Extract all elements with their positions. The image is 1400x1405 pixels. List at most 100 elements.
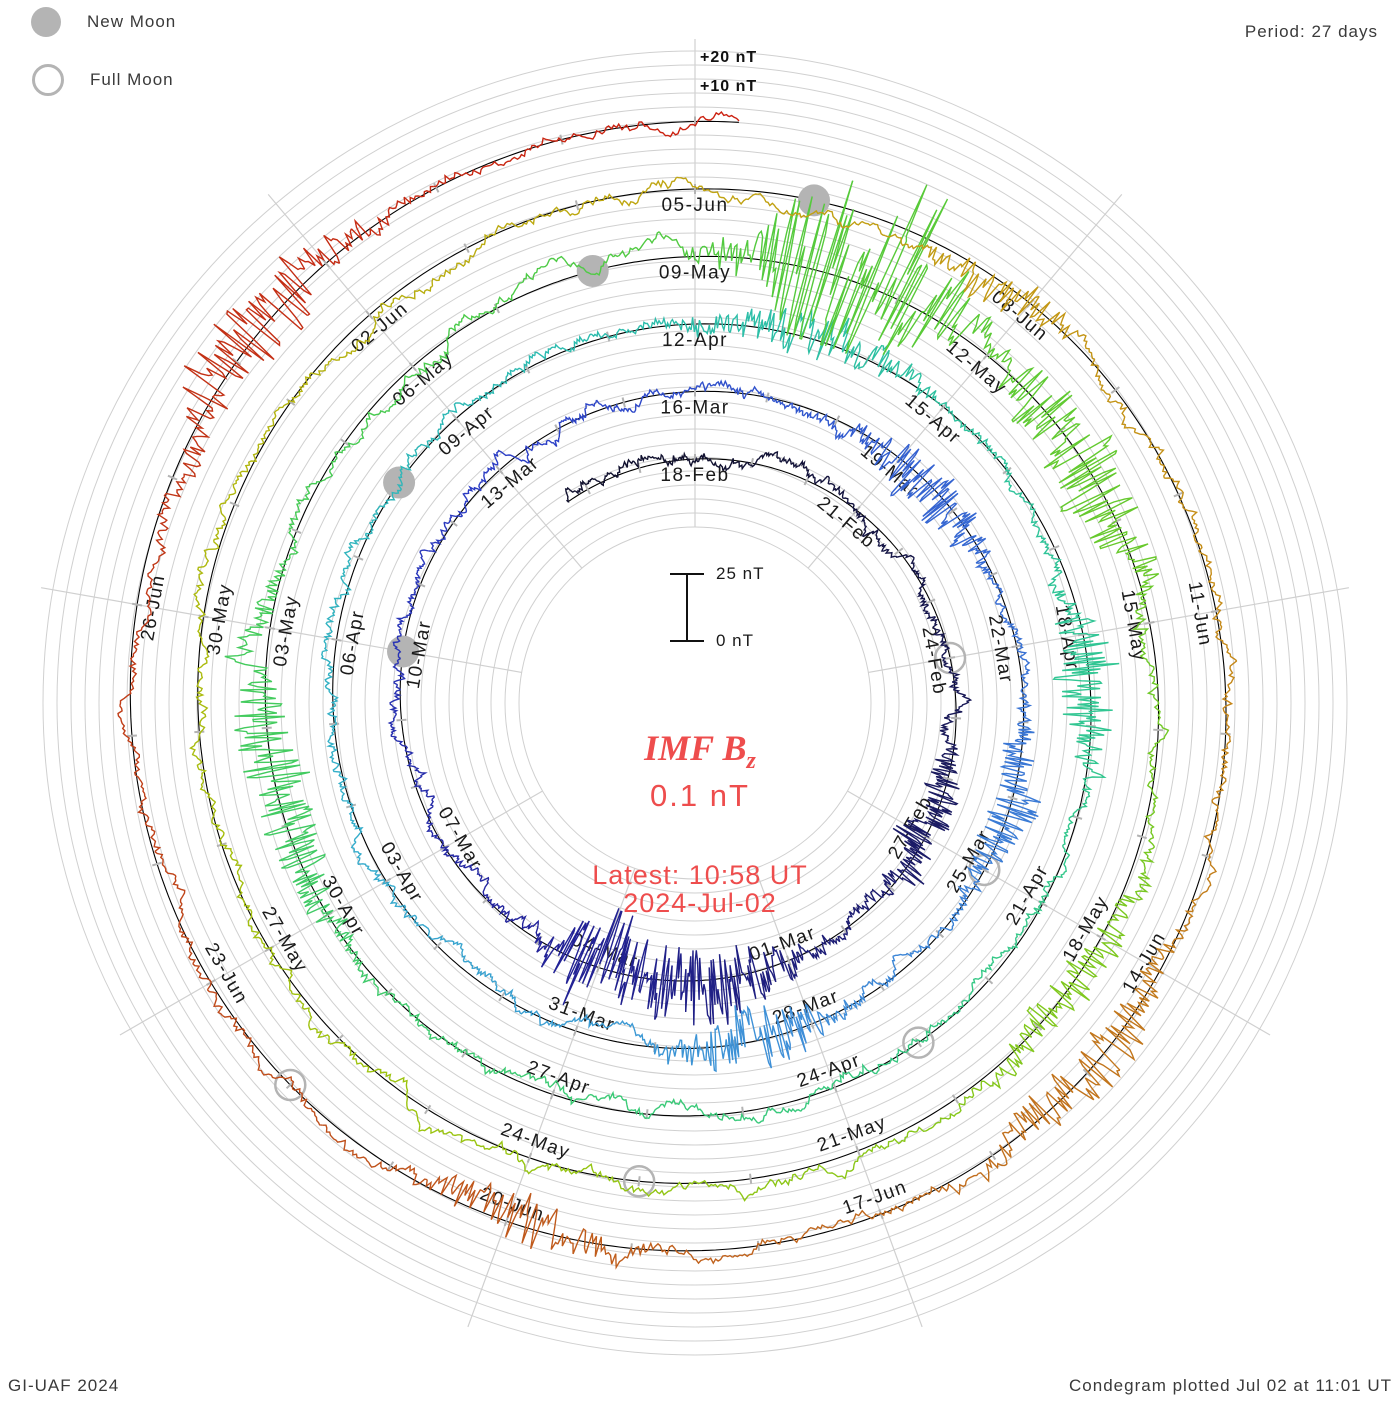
bz-trace-segment — [975, 834, 1009, 863]
bz-trace-segment — [697, 110, 730, 122]
bz-trace-segment — [935, 748, 960, 767]
bz-trace-segment — [695, 1179, 722, 1189]
bz-trace-segment — [672, 451, 687, 464]
bz-trace-segment — [881, 870, 897, 886]
bz-trace-segment — [862, 344, 890, 378]
bz-trace-segment — [272, 400, 290, 423]
bz-trace-segment — [930, 616, 939, 631]
bz-trace-segment — [742, 946, 764, 999]
bz-trace-segment — [871, 883, 895, 898]
bz-trace-segment — [789, 1006, 812, 1053]
legend-new-moon: New Moon — [31, 7, 176, 37]
bz-trace-segment — [1018, 653, 1031, 673]
bz-trace-segment — [373, 983, 395, 997]
bz-trace-segment — [323, 228, 354, 264]
bz-trace-segment — [892, 952, 914, 958]
bz-trace-segment — [199, 777, 216, 803]
bz-trace-segment — [1020, 671, 1030, 691]
bz-trace-segment — [325, 457, 338, 480]
bz-trace-segment — [797, 1163, 822, 1181]
full-moon-marker — [902, 1026, 935, 1059]
bz-trace-segment — [424, 1026, 445, 1041]
bz-trace-segment — [379, 491, 397, 508]
bz-trace-segment — [712, 1112, 736, 1122]
spiral-date-label: 24-May — [498, 1119, 573, 1163]
bz-trace-segment — [320, 651, 334, 673]
bz-trace-segment — [419, 549, 429, 567]
bz-trace-segment — [1174, 910, 1194, 939]
bz-trace-segment — [618, 1019, 636, 1033]
bz-trace-segment — [598, 910, 626, 984]
bz-trace-segment — [388, 1076, 409, 1099]
bz-trace-segment — [953, 1173, 979, 1196]
bz-trace-segment — [322, 1034, 350, 1048]
bz-trace-segment — [615, 403, 634, 414]
bz-trace-segment — [328, 594, 342, 614]
bz-trace-segment — [984, 825, 1019, 846]
bz-trace-segment — [432, 344, 449, 364]
bz-trace-segment — [812, 941, 827, 961]
day-tick — [894, 294, 901, 305]
bz-trace-segment — [351, 333, 372, 353]
bz-trace-segment — [1135, 599, 1147, 627]
bz-trace-segment — [844, 340, 864, 371]
bz-trace-segment — [850, 423, 872, 445]
bz-trace-segment — [576, 127, 607, 140]
bz-trace-segment — [948, 668, 961, 683]
bz-trace-segment — [1155, 937, 1184, 960]
bz-trace-segment — [470, 964, 486, 977]
bz-trace-segment — [244, 1035, 260, 1064]
bz-trace-segment — [858, 981, 870, 1004]
spiral-date-label: 06-Apr — [337, 608, 369, 677]
bz-trace-segment — [236, 623, 264, 647]
bz-trace-segment — [350, 841, 363, 863]
bz-trace-segment — [944, 735, 958, 750]
bz-trace-segment — [485, 894, 499, 909]
day-tick — [840, 925, 848, 935]
bz-trace-segment — [925, 798, 953, 818]
day-tick — [1144, 621, 1155, 625]
bz-trace-segment — [414, 362, 435, 376]
bz-trace-segment — [650, 1042, 669, 1065]
bz-trace-segment — [484, 973, 498, 992]
bz-trace-segment — [863, 890, 877, 906]
bz-trace-segment — [935, 400, 954, 415]
bz-trace-segment — [403, 185, 434, 205]
day-tick — [621, 397, 626, 408]
spiral-date-label: 14-Jun — [1119, 928, 1171, 997]
bz-trace-segment — [620, 939, 649, 1006]
bz-trace-segment — [264, 823, 317, 851]
bz-trace-segment — [1051, 584, 1066, 604]
bz-trace-segment — [125, 735, 141, 766]
bz-trace-segment — [454, 859, 473, 871]
bz-trace-segment — [670, 1180, 697, 1192]
bz-trace-segment — [274, 256, 312, 317]
bz-trace-segment — [948, 681, 966, 696]
bz-trace-segment — [460, 1048, 483, 1063]
bz-trace-segment — [1030, 507, 1039, 528]
day-tick — [1173, 491, 1184, 498]
bz-trace-segment — [845, 184, 928, 354]
new-moon-label: New Moon — [87, 12, 177, 31]
bz-trace-segment — [344, 944, 364, 967]
day-tick — [948, 507, 958, 515]
bz-trace-segment — [638, 958, 658, 1010]
bz-trace-segment — [513, 996, 528, 1015]
bz-trace-segment — [1047, 562, 1063, 587]
bz-trace-segment — [563, 259, 594, 275]
spiral-date-label: 09-May — [659, 263, 731, 284]
bz-trace-segment — [478, 471, 488, 491]
legend-full-moon: Full Moon — [32, 64, 174, 96]
day-tick — [1082, 1068, 1092, 1078]
day-tick — [415, 581, 426, 588]
bz-trace-segment — [1060, 484, 1133, 523]
bz-trace-segment — [147, 560, 159, 590]
bz-trace-segment — [1100, 389, 1124, 410]
bz-trace-segment — [917, 576, 927, 595]
bz-trace-segment — [837, 927, 849, 943]
bz-trace-segment — [788, 1226, 817, 1244]
bz-trace-segment — [1052, 660, 1120, 683]
bz-trace-segment — [442, 849, 460, 864]
bz-trace-segment — [493, 449, 517, 459]
